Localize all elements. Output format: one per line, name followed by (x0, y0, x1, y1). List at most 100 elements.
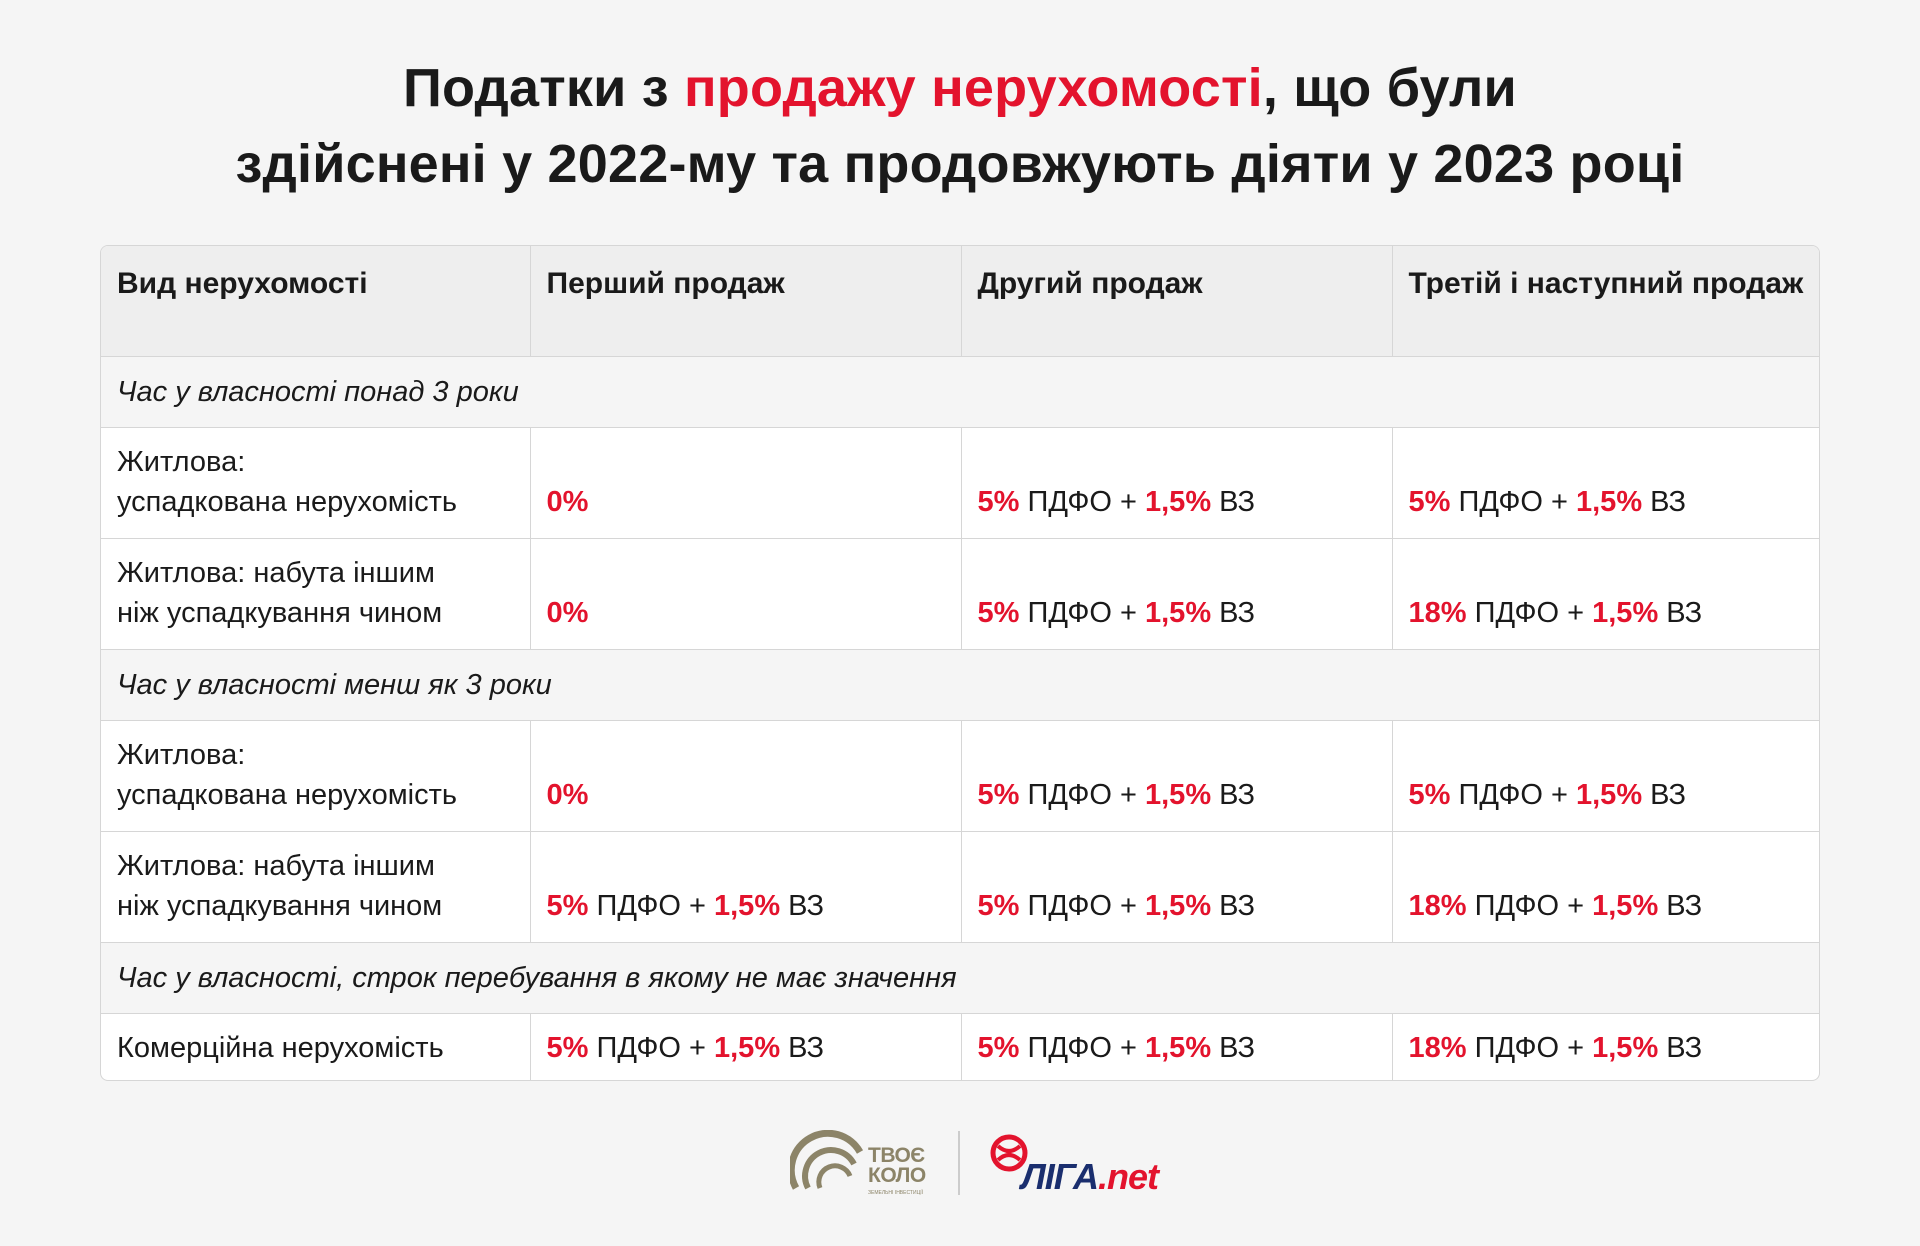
title-line-1: Податки з продажу нерухомості, що були (0, 50, 1920, 126)
pdfo-rate: 0% (546, 485, 589, 518)
pdfo-rate: 5% (977, 596, 1020, 629)
table-row: Житлова: успадкована нерухомість 0% 5% ПДФО… (101, 720, 1819, 832)
section-row: Час у власності понад 3 роки (101, 356, 1819, 428)
second-sale-cell: 5% ПДФО + 1,5% ВЗ (961, 427, 1393, 539)
pdfo-label: ПДФО (1450, 778, 1543, 811)
column-header-first-sale: Перший продаж (530, 246, 962, 357)
title-text: Податки з (403, 58, 684, 118)
pdfo-label: ПДФО (1450, 485, 1543, 518)
plus-sign: + (1559, 889, 1593, 922)
pdfo-rate: 18% (1408, 889, 1467, 922)
table-row: Житлова: набута іншим ніж успадкування чи… (101, 538, 1819, 650)
vz-label: ВЗ (1642, 778, 1687, 811)
plus-sign: + (680, 889, 714, 922)
title-accent-text: продажу нерухомості (683, 58, 1263, 118)
second-sale-cell: 5% ПДФО + 1,5% ВЗ (961, 831, 1393, 943)
tax-table: Вид нерухомості Перший продаж Другий про… (101, 246, 1819, 1080)
pdfo-label: ПДФО (1466, 1031, 1560, 1064)
vz-rate: 1,5% (1592, 1031, 1659, 1064)
first-sale-cell: 5% ПДФО + 1,5% ВЗ (530, 831, 962, 943)
vz-rate: 1,5% (1576, 485, 1643, 518)
plus-sign: + (1111, 1031, 1145, 1064)
property-type-cell: Житлова: набута іншим ніж успадкування чи… (101, 831, 531, 943)
vz-rate: 1,5% (1145, 778, 1212, 811)
plus-sign: + (680, 1031, 714, 1064)
table-row: Житлова: набута іншим ніж успадкування чи… (101, 831, 1819, 943)
pdfo-label: ПДФО (1019, 778, 1112, 811)
vz-label: ВЗ (1658, 1031, 1703, 1064)
vz-rate: 1,5% (1576, 778, 1643, 811)
tvoe-kolo-logo-text: ТВОЄ КОЛО (868, 1145, 926, 1186)
section-row: Час у власності менш як 3 роки (101, 649, 1819, 721)
property-type-line-2: ніж успадкування чином (117, 596, 443, 629)
pdfo-rate: 0% (546, 596, 589, 629)
first-sale-cell: 0% (530, 427, 962, 539)
vz-label: ВЗ (1211, 778, 1256, 811)
vz-label: ВЗ (1211, 485, 1256, 518)
plus-sign: + (1559, 1031, 1593, 1064)
vz-label: ВЗ (1658, 889, 1703, 922)
first-sale-cell: 5% ПДФО + 1,5% ВЗ (530, 1013, 962, 1080)
footer-logos: ТВОЄ КОЛО ЗЕМЕЛЬНІ ІНВЕСТИЦІЇ ЛІГА.net (0, 1128, 1920, 1198)
page-title: Податки з продажу нерухомості, що були з… (0, 50, 1920, 202)
property-type-cell: Комерційна нерухомість (101, 1013, 531, 1080)
pdfo-label: ПДФО (588, 1031, 681, 1064)
pdfo-rate: 5% (977, 1031, 1020, 1064)
property-type-cell: Житлова: успадкована нерухомість (101, 427, 531, 539)
second-sale-cell: 5% ПДФО + 1,5% ВЗ (961, 1013, 1393, 1080)
vz-label: ВЗ (1211, 596, 1256, 629)
vz-rate: 1,5% (1592, 889, 1659, 922)
pdfo-rate: 5% (977, 889, 1020, 922)
pdfo-rate: 5% (977, 778, 1020, 811)
pdfo-rate: 18% (1408, 1031, 1467, 1064)
pdfo-label: ПДФО (1466, 596, 1560, 629)
plus-sign: + (1111, 485, 1145, 518)
column-header-property-type: Вид нерухомості (101, 246, 531, 357)
section-label: Час у власності, строк перебування в яко… (101, 942, 1819, 1014)
property-type-cell: Житлова: набута іншим ніж успадкування чи… (101, 538, 531, 650)
second-sale-cell: 5% ПДФО + 1,5% ВЗ (961, 720, 1393, 832)
tvoe-kolo-subtitle: ЗЕМЕЛЬНІ ІНВЕСТИЦІЇ (868, 1190, 924, 1196)
property-type-line-1: Житлова: набута іншим (117, 556, 435, 589)
plus-sign: + (1559, 596, 1593, 629)
section-row: Час у власності, строк перебування в яко… (101, 942, 1819, 1014)
liga-logo-text: ЛІГА.net (1021, 1156, 1159, 1197)
plus-sign: + (1111, 778, 1145, 811)
title-line-2: здійснені у 2022-му та продовжують діяти… (235, 134, 1685, 194)
liga-name: ЛІГА (1021, 1156, 1099, 1197)
property-type-line-1: Житлова: набута іншим (117, 849, 435, 882)
vz-rate: 1,5% (1145, 596, 1212, 629)
table-body: Час у власності понад 3 роки Житлова: успа… (101, 356, 1819, 1080)
pdfo-rate: 5% (1408, 485, 1451, 518)
pdfo-label: ПДФО (1019, 1031, 1112, 1064)
third-sale-cell: 18% ПДФО + 1,5% ВЗ (1392, 1013, 1819, 1080)
property-type-line-2: успадкована нерухомість (117, 485, 457, 518)
vz-rate: 1,5% (1592, 596, 1659, 629)
column-header-third-sale: Третій і наступний продаж (1392, 246, 1819, 357)
plus-sign: + (1542, 485, 1576, 518)
property-type-line-2: успадкована нерухомість (117, 778, 457, 811)
second-sale-cell: 5% ПДФО + 1,5% ВЗ (961, 538, 1393, 650)
third-sale-cell: 18% ПДФО + 1,5% ВЗ (1392, 538, 1819, 650)
third-sale-cell: 5% ПДФО + 1,5% ВЗ (1392, 720, 1819, 832)
property-type-line-2: ніж успадкування чином (117, 889, 443, 922)
vz-rate: 1,5% (714, 1031, 781, 1064)
vz-label: ВЗ (1658, 596, 1703, 629)
property-type-line-1: Житлова: (117, 445, 246, 478)
pdfo-rate: 5% (546, 889, 589, 922)
pdfo-label: ПДФО (1466, 889, 1560, 922)
vz-label: ВЗ (1211, 889, 1256, 922)
pdfo-rate: 0% (546, 778, 589, 811)
vz-rate: 1,5% (1145, 889, 1212, 922)
plus-sign: + (1111, 889, 1145, 922)
column-header-second-sale: Другий продаж (961, 246, 1393, 357)
vz-label: ВЗ (1211, 1031, 1256, 1064)
table-row: Житлова: успадкована нерухомість 0% 5% ПДФО… (101, 427, 1819, 539)
table-row: Комерційна нерухомість 5% ПДФО + 1,5% ВЗ 5… (101, 1013, 1819, 1080)
property-type-cell: Житлова: успадкована нерухомість (101, 720, 531, 832)
vz-rate: 1,5% (1145, 485, 1212, 518)
logo-divider (958, 1131, 960, 1195)
pdfo-label: ПДФО (1019, 889, 1112, 922)
liga-ball-icon (990, 1134, 1028, 1172)
vz-label: ВЗ (780, 1031, 825, 1064)
